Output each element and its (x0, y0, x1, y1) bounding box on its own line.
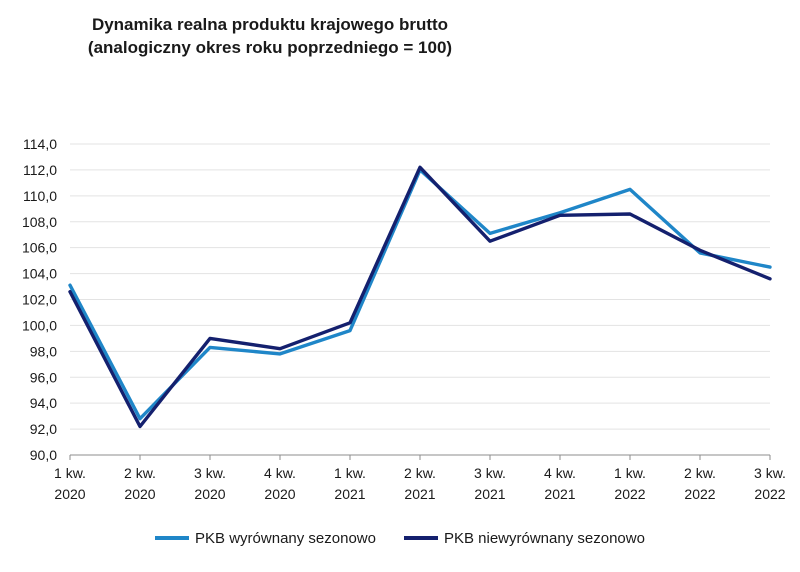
x-tick-label-year: 2020 (124, 486, 155, 502)
y-tick-label: 114,0 (23, 136, 57, 152)
x-tick-label-quarter: 2 kw. (684, 465, 716, 481)
x-tick-label-year: 2021 (334, 486, 365, 502)
legend-item-not-adjusted: PKB niewyrównany sezonowo (403, 529, 645, 547)
legend-swatch-seasonally-adjusted (155, 536, 190, 540)
chart-title-line-1: Dynamika realna produktu krajowego brutt… (91, 15, 449, 34)
y-tick-label: 92,0 (30, 421, 57, 437)
legend-label-not-adjusted: PKB niewyrównany sezonowo (443, 529, 645, 547)
x-tick-label-quarter: 4 kw. (544, 465, 576, 481)
x-tick-label-year: 2022 (754, 486, 785, 502)
x-tick-label-quarter: 3 kw. (474, 465, 506, 481)
y-tick-label: 104,0 (22, 266, 57, 282)
x-tick-label-quarter: 4 kw. (264, 465, 296, 481)
y-tick-label: 112,0 (23, 162, 57, 178)
x-tick-label-year: 2021 (474, 486, 505, 502)
x-tick-label-year: 2020 (54, 486, 85, 502)
x-tick-label-year: 2021 (544, 486, 575, 502)
y-tick-label: 106,0 (22, 240, 57, 256)
y-tick-label: 94,0 (30, 395, 57, 411)
x-tick-label-quarter: 1 kw. (334, 465, 366, 481)
legend-swatch-not-adjusted (403, 536, 438, 540)
y-tick-labels: 90,0 92,0 94,0 96,0 98,0 100,0 102,0 104,0 106,0… (22, 136, 57, 463)
x-tick-label-quarter: 3 kw. (754, 465, 786, 481)
x-tick-label-year: 2021 (404, 486, 435, 502)
x-tick-label-quarter: 2 kw. (404, 465, 436, 481)
x-tick-label-quarter: 2 kw. (124, 465, 156, 481)
y-tick-label: 110,0 (23, 188, 57, 204)
legend-label-seasonally-adjusted: PKB wyrównany sezonowo (195, 529, 376, 547)
x-tick-label-year: 2020 (264, 486, 295, 502)
x-tick-label-year: 2022 (614, 486, 645, 502)
y-tick-label: 102,0 (22, 292, 57, 308)
legend-item-seasonally-adjusted: PKB wyrównany sezonowo (155, 530, 376, 547)
y-tick-label: 90,0 (30, 447, 57, 463)
y-tick-label: 96,0 (30, 369, 57, 385)
x-tick-label-quarter: 3 kw. (194, 465, 226, 481)
series-line-1 (68, 165, 772, 429)
chart-title-line-2: (analogiczny okres roku poprzedniego = 1… (87, 38, 453, 57)
x-tick-label-year: 2022 (684, 486, 715, 502)
grid-lines (70, 143, 770, 430)
y-tick-label: 108,0 (22, 214, 57, 230)
axes (69, 454, 771, 460)
legend: PKB wyrównany sezonowo PKB niewyrównany … (0, 527, 800, 549)
x-tick-labels: 1 kw. 2020 2 kw. 2020 3 kw. 2020 4 kw. 2020 1 kw… (54, 465, 786, 502)
series-lines (68, 165, 772, 429)
y-tick-label: 100,0 (22, 317, 57, 333)
x-tick-label-year: 2020 (194, 486, 225, 502)
y-tick-label: 98,0 (30, 343, 57, 359)
x-tick-label-quarter: 1 kw. (614, 465, 646, 481)
x-tick-label-quarter: 1 kw. (54, 465, 86, 481)
